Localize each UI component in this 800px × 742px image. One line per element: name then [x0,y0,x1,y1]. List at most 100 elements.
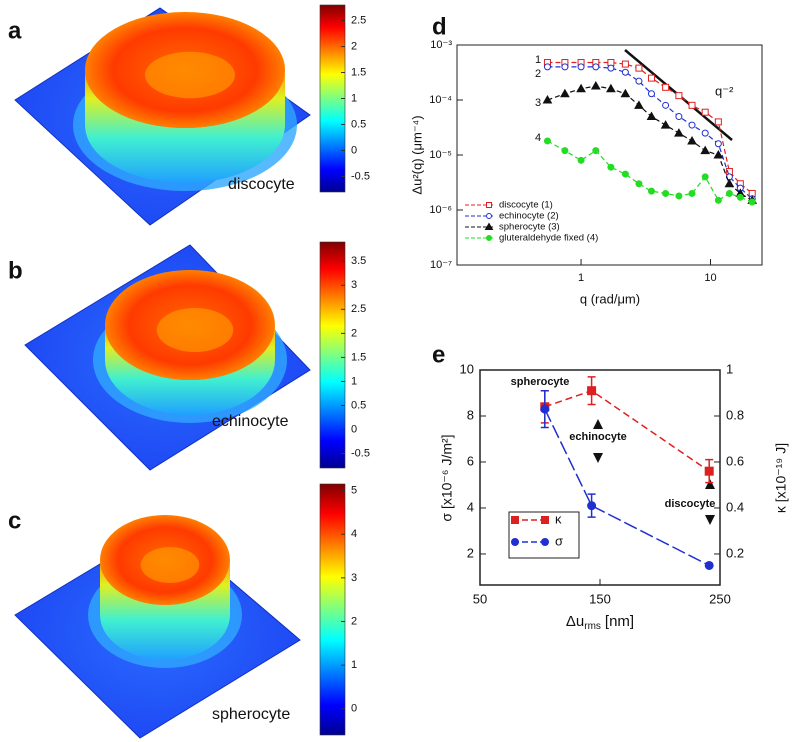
annotation: q⁻² [715,83,734,98]
y2-tick-label: 0.2 [726,545,744,560]
y-tick-label: 10⁻⁵ [429,149,452,161]
y-tick-label: 4 [467,499,474,514]
x-axis-label-sub: rms [584,621,601,632]
x-tick-label: 1 [578,272,584,284]
marker [701,173,709,181]
annotation: 2 [535,68,541,80]
marker [543,137,551,145]
cell-label: discocyte [228,176,295,193]
colorbar-tick-label: 0.5 [351,118,366,130]
marker [647,187,655,195]
indicator-triangle [593,419,603,429]
colorbar-tick-label: 4 [351,528,357,540]
y2-tick-label: 0.8 [726,407,744,422]
marker [592,147,600,155]
marker [587,386,597,396]
series-line [547,85,753,201]
marker [587,501,597,511]
marker [621,60,629,68]
surface-side [85,70,285,183]
marker [561,63,569,71]
marker [660,120,671,129]
annotation: 1 [535,54,541,66]
marker [704,560,714,570]
x-axis-label: Δurms [nm] [566,613,634,632]
marker [646,111,657,121]
marker [590,80,601,90]
panel-letter: e [432,341,445,368]
colorbar-tick-label: 2.5 [351,14,366,26]
indicator-triangle [593,453,603,463]
marker [620,88,631,98]
marker [607,163,615,171]
marker [541,538,549,546]
marker [577,63,585,71]
marker [724,178,735,188]
marker [635,180,643,188]
annotation: discocyte [665,498,716,510]
indicator-triangle [705,479,715,489]
panel-letter: c [8,507,21,534]
colorbar-tick-label: -0.5 [351,447,370,459]
legend-label: echinocyte (2) [499,211,559,222]
x-tick-label: 10 [704,272,716,284]
colorbar-tick-label: 2.5 [351,303,366,315]
y-tick-label: 10⁻³ [430,39,452,51]
marker [621,170,629,178]
annotation: spherocyte [511,376,570,388]
colorbar-tick-label: 0 [351,703,357,715]
marker [486,202,492,208]
marker [541,516,549,524]
marker [662,83,670,91]
marker [647,90,655,98]
marker [621,68,629,76]
y-axis-label: Δu²(q) (μm⁻⁴) [409,115,424,194]
marker [687,135,697,145]
marker [662,101,670,109]
marker [484,222,494,230]
marker [675,113,683,121]
colorbar-tick-label: 3 [351,279,357,291]
colorbar [319,241,346,469]
colorbar-tick-label: 2 [351,615,357,627]
marker [714,118,722,126]
marker [634,100,644,109]
annotation: 4 [535,132,541,144]
x-tick-label: 250 [709,591,731,606]
marker [542,94,553,104]
indicator-triangle [705,515,715,525]
cell-label: spherocyte [212,706,290,723]
marker [511,516,519,524]
colorbar-tick-label: 0.5 [351,399,366,411]
marker [688,189,696,197]
marker [635,64,643,72]
surface-dimple [145,51,235,99]
marker [688,121,696,129]
marker [561,147,569,155]
marker [606,83,616,93]
colorbar [319,4,346,193]
marker [577,156,585,164]
y2-tick-label: 1 [726,361,733,376]
marker [675,192,683,200]
annotation: 3 [535,97,541,109]
marker [725,189,733,197]
marker [701,108,709,116]
marker [701,129,709,137]
x-tick-label: 50 [473,591,487,606]
colorbar-tick-label: 3.5 [351,255,366,267]
marker [543,63,551,71]
marker [560,88,570,98]
surface-side [100,560,230,660]
marker [647,74,655,82]
marker [607,64,615,72]
colorbar-tick-label: 2 [351,327,357,339]
surface-dimple [156,308,234,352]
legend-label: spherocyte (3) [499,222,560,233]
y-tick-label: 10⁻⁴ [429,94,452,106]
panel-letter: d [432,13,447,40]
marker [674,128,684,137]
y2-tick-label: 0.6 [726,453,744,468]
surface-side [105,325,275,415]
